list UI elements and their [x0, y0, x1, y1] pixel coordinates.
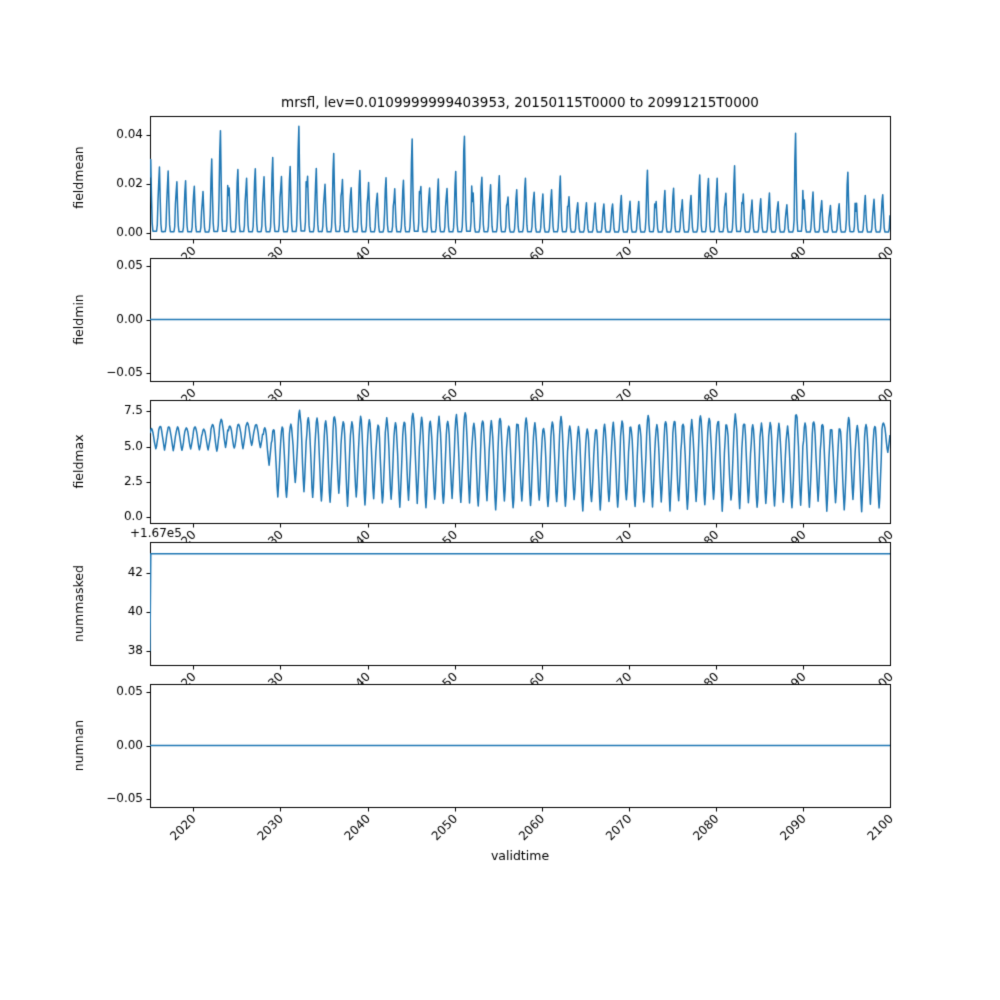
- plot-area-nummasked[interactable]: [150, 542, 890, 665]
- plot-area-fieldmean[interactable]: [150, 116, 890, 239]
- plot-area-fieldmin[interactable]: [150, 258, 890, 381]
- plot-area-fieldmax[interactable]: [150, 400, 890, 523]
- plot-area-numnan[interactable]: [150, 684, 890, 807]
